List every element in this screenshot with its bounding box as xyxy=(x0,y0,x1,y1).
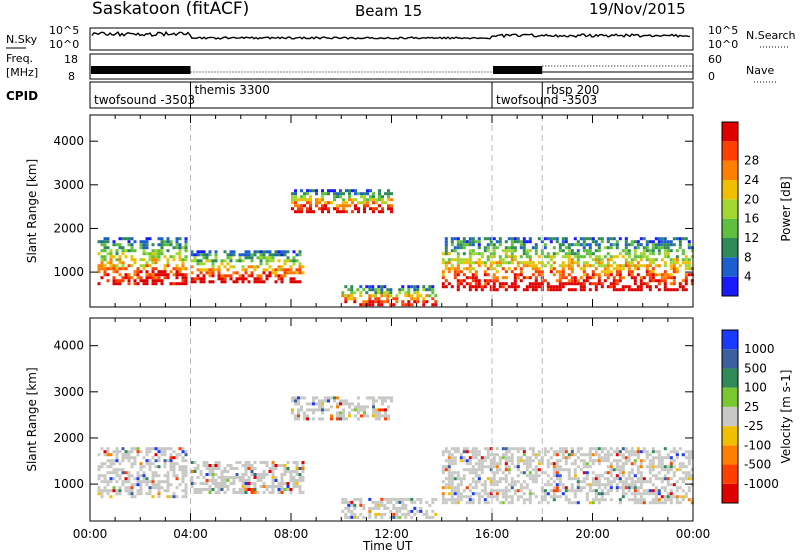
freq-block xyxy=(493,66,543,74)
colorbar-segment xyxy=(722,160,738,180)
colorbar-tick-label: 1000 xyxy=(744,342,775,356)
echo-region xyxy=(291,189,393,214)
colorbar-tick-label: 24 xyxy=(744,173,759,187)
y-axis-label: Slant Range [km] xyxy=(25,367,39,471)
colorbar-tick-label: 25 xyxy=(744,400,759,414)
colorbar-tick-label: 16 xyxy=(744,212,759,226)
x-axis: 00:00 04:00 08:00 12:00 16:00 20:00 00:00 xyxy=(73,527,711,541)
colorbar-segment xyxy=(722,180,738,200)
nsky-strip-frame xyxy=(89,27,694,51)
freq-tick-top: 18 xyxy=(64,53,78,66)
echo-cells xyxy=(97,396,694,519)
colorbar-segment xyxy=(722,464,738,484)
colorbar-segment xyxy=(722,330,738,350)
echo-cells xyxy=(97,189,694,307)
colorbar-segment xyxy=(722,368,738,388)
colorbar-tick-label: 500 xyxy=(744,361,767,375)
y-tick-label: 2000 xyxy=(53,221,84,235)
colorbar-segment xyxy=(722,218,738,238)
freq-label-1: Freq. xyxy=(6,52,33,65)
x-tick-label: 00:00 xyxy=(73,527,108,541)
velocity-panel: 1000 2000 3000 4000 Slant Range [km] 1000 500 1… xyxy=(25,317,793,522)
cpid-label: CPID xyxy=(6,89,38,103)
colorbar-tick-label: 100 xyxy=(744,381,767,395)
colorbar-tick-label: -100 xyxy=(744,438,771,452)
freq-label-2: [MHz] xyxy=(6,66,38,79)
nsearch-tick-bottom: 10^0 xyxy=(708,38,738,51)
echo-region xyxy=(291,396,393,421)
colorbar-tick-label: -500 xyxy=(744,458,771,472)
echo-region xyxy=(341,497,438,519)
colorbar-segment xyxy=(722,426,738,446)
colorbar-segment xyxy=(722,122,738,142)
cpid-segment-label: twofsound -3503 xyxy=(94,93,195,107)
nsky-tick-top: 10^5 xyxy=(49,24,79,37)
nave-label: Nave xyxy=(746,64,774,77)
nsearch-tick-top: 10^5 xyxy=(708,24,738,37)
echo-region xyxy=(97,237,188,286)
colorbar-segment xyxy=(722,257,738,277)
cpid-segment-label: twofsound -3503 xyxy=(496,93,597,107)
colorbar-segment xyxy=(722,387,738,407)
colorbar-tick-label: 4 xyxy=(744,270,752,284)
cpid-segment-label: themis 3300 xyxy=(195,83,270,97)
colorbar-tick-label: 8 xyxy=(744,250,752,264)
nave-tick-top: 60 xyxy=(708,53,722,66)
x-tick-label: 08:00 xyxy=(274,527,309,541)
colorbar-segment xyxy=(722,199,738,219)
y-tick-label: 4000 xyxy=(53,339,84,353)
echo-region xyxy=(341,285,438,307)
y-axis-label: Slant Range [km] xyxy=(25,159,39,263)
freq-block xyxy=(91,66,191,74)
nsky-tick-bottom: 10^0 xyxy=(49,38,79,51)
nsearch-label: N.Search xyxy=(746,29,796,42)
x-tick-label: 04:00 xyxy=(173,527,208,541)
colorbar-tick-label: 12 xyxy=(744,231,759,245)
colorbar-tick-label: -25 xyxy=(744,419,764,433)
colorbar-label: Velocity [m s-1] xyxy=(779,370,793,464)
y-tick-label: 3000 xyxy=(53,385,84,399)
y-tick-label: 3000 xyxy=(53,178,84,192)
colorbar-tick-label: 28 xyxy=(744,154,759,168)
colorbar-segment xyxy=(722,349,738,369)
colorbar-segment xyxy=(722,483,738,503)
freq-tick-bottom: 8 xyxy=(68,70,75,83)
cpid-strip-frame xyxy=(89,81,694,109)
colorbar-segment xyxy=(722,141,738,161)
x-tick-label: 16:00 xyxy=(475,527,510,541)
power-panel: 1000 2000 3000 4000 Slant Range [km] 4 8 12 16 20… xyxy=(25,114,793,308)
cpid-segment-label: rbsp 200 xyxy=(546,83,599,97)
y-tick-label: 1000 xyxy=(53,265,84,279)
colorbar-tick-label: 20 xyxy=(744,192,759,206)
x-tick-label: 20:00 xyxy=(575,527,610,541)
colorbar-tick-label: -1000 xyxy=(744,477,779,491)
echo-region xyxy=(190,250,305,284)
colorbar-frame xyxy=(721,329,739,504)
x-tick-label: 12:00 xyxy=(374,527,409,541)
y-tick-label: 2000 xyxy=(53,431,84,445)
station-title: Saskatoon (fitACF) xyxy=(92,0,249,19)
x-axis-label: Time UT xyxy=(362,539,413,553)
colorbar-segment xyxy=(722,445,738,465)
nsky-label: N.Sky xyxy=(6,33,38,46)
nave-tick-bottom: 0 xyxy=(708,70,715,83)
y-tick-label: 1000 xyxy=(53,477,84,491)
colorbar-segment xyxy=(722,276,738,296)
echo-region xyxy=(441,237,694,292)
echo-region xyxy=(97,447,188,499)
colorbar-segment xyxy=(722,406,738,427)
beam-title: Beam 15 xyxy=(355,2,422,20)
echo-region xyxy=(190,461,305,494)
colorbar-label: Power [dB] xyxy=(779,176,793,241)
colorbar-frame xyxy=(721,121,739,297)
y-tick-label: 4000 xyxy=(53,134,84,148)
date-title: 19/Nov/2015 xyxy=(589,0,686,18)
colorbar-segment xyxy=(722,238,738,258)
echo-region xyxy=(441,447,694,505)
x-tick-label: 00:00 xyxy=(676,527,711,541)
nsky-trace xyxy=(91,30,691,40)
freq-blocks xyxy=(91,65,693,74)
